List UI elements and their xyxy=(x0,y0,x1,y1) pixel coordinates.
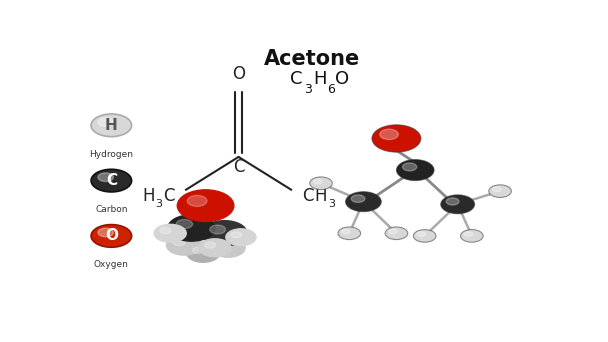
Ellipse shape xyxy=(211,238,245,257)
Text: C: C xyxy=(233,158,244,176)
Ellipse shape xyxy=(199,239,231,257)
Text: O: O xyxy=(335,70,349,88)
Circle shape xyxy=(441,195,475,214)
Ellipse shape xyxy=(178,190,234,221)
Circle shape xyxy=(338,227,361,240)
Ellipse shape xyxy=(173,239,185,246)
Ellipse shape xyxy=(154,224,186,242)
Text: Acetone: Acetone xyxy=(263,49,360,69)
Circle shape xyxy=(98,118,113,126)
Ellipse shape xyxy=(202,221,247,246)
Ellipse shape xyxy=(204,242,216,248)
Circle shape xyxy=(98,228,113,237)
Text: Carbon: Carbon xyxy=(95,205,128,214)
Text: C: C xyxy=(163,187,174,206)
Text: H: H xyxy=(313,70,326,88)
Circle shape xyxy=(98,173,113,182)
Circle shape xyxy=(385,227,408,240)
Ellipse shape xyxy=(231,232,241,238)
Text: O: O xyxy=(232,65,245,83)
Circle shape xyxy=(351,195,365,202)
Text: H: H xyxy=(105,118,118,133)
Circle shape xyxy=(389,229,397,234)
Circle shape xyxy=(396,159,434,181)
Circle shape xyxy=(309,177,333,189)
Circle shape xyxy=(380,129,398,140)
Circle shape xyxy=(413,229,436,242)
Circle shape xyxy=(313,179,322,184)
Text: O: O xyxy=(105,228,118,244)
Circle shape xyxy=(402,163,416,171)
Ellipse shape xyxy=(226,229,256,246)
Ellipse shape xyxy=(160,227,171,234)
Ellipse shape xyxy=(167,235,202,255)
Text: H: H xyxy=(142,187,154,206)
Text: 3: 3 xyxy=(303,83,311,96)
Ellipse shape xyxy=(210,225,226,234)
Circle shape xyxy=(417,232,426,236)
Ellipse shape xyxy=(176,220,193,229)
Text: 3: 3 xyxy=(328,199,335,209)
Circle shape xyxy=(91,114,131,137)
Circle shape xyxy=(489,185,511,197)
Text: 3: 3 xyxy=(155,199,162,209)
Text: H: H xyxy=(314,187,327,206)
Ellipse shape xyxy=(217,241,229,248)
Circle shape xyxy=(372,125,421,152)
Ellipse shape xyxy=(187,244,219,262)
Ellipse shape xyxy=(187,195,207,207)
Text: 6: 6 xyxy=(328,83,336,96)
Text: C: C xyxy=(291,70,303,88)
Circle shape xyxy=(446,198,459,205)
Text: Hydrogen: Hydrogen xyxy=(89,150,133,159)
Text: C: C xyxy=(302,187,314,206)
Circle shape xyxy=(492,187,501,192)
Circle shape xyxy=(345,192,381,212)
Circle shape xyxy=(460,229,483,242)
Circle shape xyxy=(91,169,131,192)
Circle shape xyxy=(91,225,131,247)
Circle shape xyxy=(342,229,350,234)
Ellipse shape xyxy=(168,215,215,241)
Text: C: C xyxy=(106,173,117,188)
Text: Oxygen: Oxygen xyxy=(94,260,129,269)
Ellipse shape xyxy=(193,247,204,253)
Circle shape xyxy=(464,232,472,236)
